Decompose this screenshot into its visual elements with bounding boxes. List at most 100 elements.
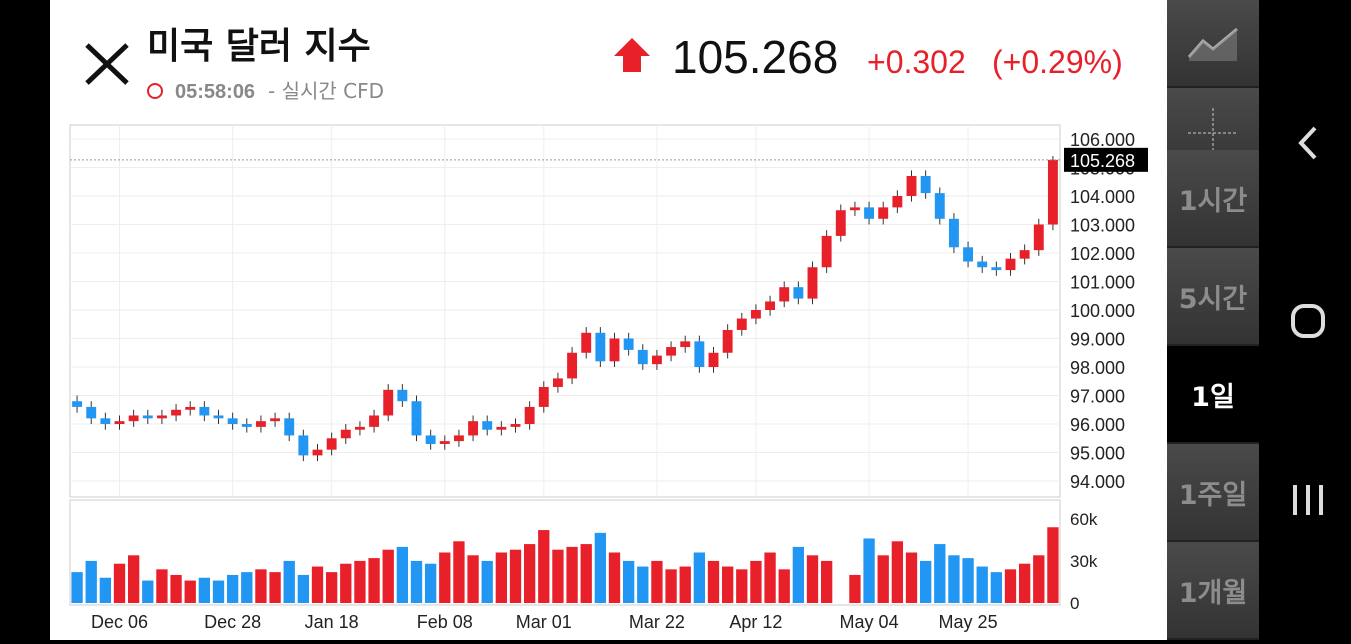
candle-body <box>807 267 818 299</box>
volume-bar <box>283 560 295 603</box>
candle-body <box>255 421 266 427</box>
candle-body <box>878 207 889 219</box>
candle-body <box>510 424 521 427</box>
volume-bar <box>863 538 875 603</box>
volume-bar <box>538 530 550 603</box>
volume-bar <box>325 572 338 603</box>
candle-body <box>864 207 875 219</box>
volume-bar <box>170 574 182 603</box>
volume-bar <box>297 574 310 603</box>
volume-bar <box>919 560 932 603</box>
x-tick-label: Apr 12 <box>729 612 782 632</box>
volume-bar <box>184 580 196 603</box>
candle-body <box>354 426 365 430</box>
volume-bar <box>113 563 126 603</box>
volume-bar <box>552 549 564 603</box>
interval-tab[interactable]: 5시간 <box>1167 248 1259 346</box>
volume-bar <box>85 560 97 603</box>
candle-body <box>991 267 1002 271</box>
candle-body <box>128 415 139 422</box>
last-price-label: 105.268 <box>1070 151 1135 171</box>
candle-body <box>439 441 450 444</box>
candle-body <box>1047 159 1058 225</box>
candle-body <box>86 406 97 419</box>
y-tick-label: 96.000 <box>1070 415 1125 435</box>
y-tick-label: 101.000 <box>1070 272 1135 292</box>
interval-tab[interactable]: 1주일 <box>1167 444 1259 542</box>
recents-button[interactable] <box>1293 485 1323 515</box>
volume-bar <box>849 574 861 603</box>
volume-bar <box>156 569 168 603</box>
volume-bar <box>948 555 960 603</box>
candle-body <box>340 429 351 439</box>
candle-body <box>750 310 761 319</box>
volume-bar <box>891 541 904 603</box>
y-tick-label: 100.000 <box>1070 301 1135 321</box>
candle-body <box>821 235 832 268</box>
volume-bar <box>269 572 281 603</box>
volume-bar <box>1047 527 1059 603</box>
volume-bar <box>453 541 465 603</box>
candle-body <box>397 389 408 402</box>
y-tick-label: 98.000 <box>1070 358 1125 378</box>
volume-bar <box>340 563 352 603</box>
volume-bar <box>707 560 720 603</box>
price-change: +0.302 <box>867 44 966 80</box>
volume-bar <box>198 577 211 603</box>
instrument-title: 미국 달러 지수 <box>147 26 371 67</box>
candle-body <box>849 207 860 211</box>
volume-bar <box>226 574 239 603</box>
candle-body <box>468 421 479 436</box>
volume-bar <box>679 566 691 603</box>
x-tick-label: May 25 <box>939 612 998 632</box>
candle-body <box>538 386 549 407</box>
candle-body <box>100 418 111 425</box>
back-button[interactable] <box>1298 126 1317 160</box>
nav-icons <box>1291 126 1325 515</box>
candle-body <box>736 318 747 330</box>
x-tick-label: Jan 18 <box>305 612 359 632</box>
candle-body <box>270 418 281 422</box>
interval-tab[interactable]: 1시간 <box>1167 150 1259 248</box>
candle-body <box>680 341 691 348</box>
volume-bar <box>622 560 635 603</box>
candle-body <box>595 332 606 362</box>
candle-body <box>651 355 662 365</box>
interval-tab[interactable]: 1일 <box>1167 346 1259 444</box>
volume-bar <box>523 544 536 603</box>
volume-tick-label: 0 <box>1070 594 1079 613</box>
volume-bar <box>736 569 748 603</box>
volume-bar <box>580 544 592 603</box>
candle-body <box>241 424 252 427</box>
volume-bar <box>806 555 819 603</box>
chart-panel <box>50 0 1167 640</box>
volume-bar <box>721 566 734 603</box>
interval-tab[interactable]: 1개월 <box>1167 542 1259 640</box>
price-change-pct: (+0.29%) <box>992 44 1123 80</box>
volume-bar <box>877 555 889 603</box>
x-tick-label: Mar 22 <box>629 612 685 632</box>
candle-body <box>892 195 903 208</box>
candle-body <box>637 349 648 365</box>
volume-bar <box>495 552 508 603</box>
home-button[interactable] <box>1291 304 1325 338</box>
candle-body <box>906 176 917 196</box>
x-tick-label: May 04 <box>840 612 899 632</box>
candle-body <box>496 426 507 430</box>
volume-bar <box>778 569 790 603</box>
volume-tick-label: 60k <box>1070 510 1098 529</box>
candle-body <box>142 415 153 419</box>
candle-body <box>934 193 945 219</box>
volume-bar <box>764 552 776 603</box>
volume-bar <box>439 552 451 603</box>
candle-body <box>425 435 436 444</box>
volume-bar <box>905 552 918 603</box>
candle-body <box>312 449 323 456</box>
chart-type-button[interactable] <box>1167 0 1259 88</box>
close-button[interactable] <box>85 43 129 85</box>
candle-body <box>114 421 125 425</box>
candle-body <box>835 210 846 236</box>
y-tick-label: 102.000 <box>1070 244 1135 264</box>
candle-body <box>581 332 592 353</box>
